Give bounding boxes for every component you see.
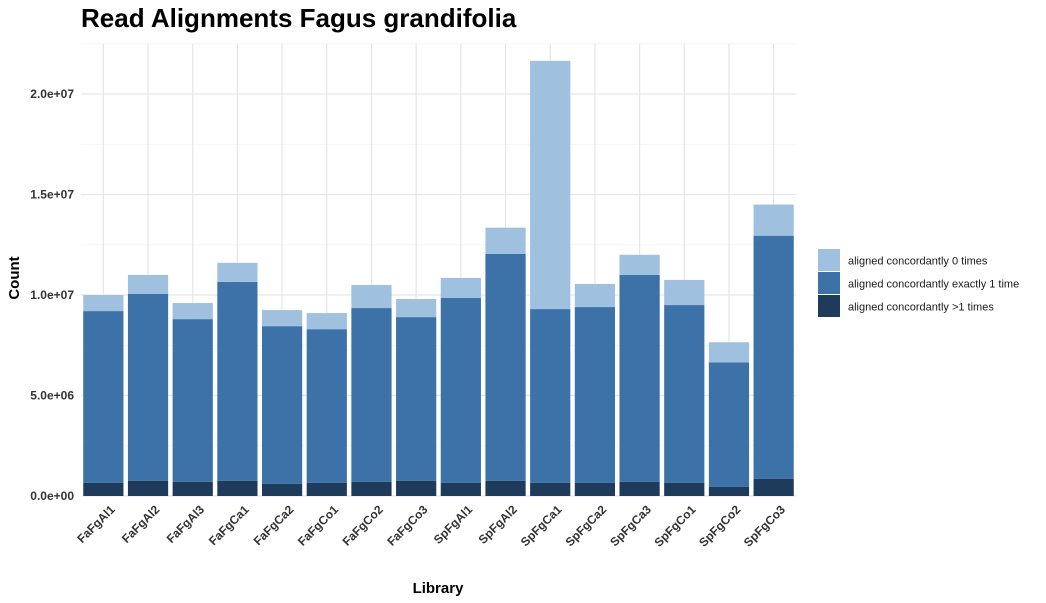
bar-segment-fafgco2-aligned-concordantly-exactly-1-time [351,308,392,482]
bar-segment-fafgco1-aligned-concordantly-1-times [306,482,347,496]
bar-segment-spfgco1-aligned-concordantly-0-times [664,279,705,306]
bar-segment-fafgca2-aligned-concordantly-0-times [261,310,303,327]
bar-segment-fafgca1-aligned-concordantly-1-times [217,480,258,496]
x-tick-label: FaFgAl2 [119,502,163,546]
bar-segment-fafgco1-aligned-concordantly-exactly-1-time [306,329,347,483]
bar-segment-fafgco3-aligned-concordantly-1-times [396,480,437,496]
bars-layer [83,60,794,496]
legend-label: aligned concordantly >1 times [848,302,994,314]
bar-segment-fafgco1-aligned-concordantly-0-times [306,313,347,330]
y-tick-label: 1.5e+07 [30,188,74,202]
bar-segment-fafgco3-aligned-concordantly-0-times [396,299,437,318]
bar-segment-spfgco1-aligned-concordantly-1-times [664,482,705,496]
bar-segment-fafgca2-aligned-concordantly-exactly-1-time [261,326,303,484]
bar-segment-spfgco3-aligned-concordantly-1-times [753,478,794,496]
chart-title: Read Alignments Fagus grandifolia [81,3,517,33]
x-tick-label: SpFgCa3 [607,502,654,549]
bar-segment-fafgco3-aligned-concordantly-exactly-1-time [396,317,437,481]
x-tick-label: SpFgCa1 [518,502,565,549]
x-tick-label: FaFgAl3 [164,502,208,546]
legend-swatch [818,295,840,317]
bar-segment-fafgal1-aligned-concordantly-0-times [83,295,124,312]
bar-segment-spfgco1-aligned-concordantly-exactly-1-time [664,305,705,483]
bar-segment-spfgal2-aligned-concordantly-0-times [485,227,526,254]
bar-segment-spfgca2-aligned-concordantly-exactly-1-time [574,307,616,483]
bar-segment-spfgal1-aligned-concordantly-exactly-1-time [440,298,481,483]
bar-segment-fafgca2-aligned-concordantly-1-times [261,483,303,496]
bar-segment-spfgca1-aligned-concordantly-1-times [530,482,571,496]
x-tick-labels: FaFgAl1 FaFgAl2 FaFgAl3FaFgCa1FaFgCa2FaFgC… [74,502,788,549]
y-tick-label: 0.0e+00 [30,489,74,503]
legend-label: aligned concordantly exactly 1 time [848,279,1019,291]
x-tick-label: SpFgAl2 [476,502,521,547]
legend-swatch [818,249,840,271]
x-tick-label: FaFgCo2 [340,502,386,548]
legend-label: aligned concordantly 0 times [848,256,988,268]
bar-segment-fafgco2-aligned-concordantly-0-times [351,284,392,309]
y-tick-label: 2.0e+07 [30,87,74,101]
bar-segment-fafgal3-aligned-concordantly-exactly-1-time [172,319,213,482]
bar-segment-fafgal2-aligned-concordantly-1-times [127,480,169,496]
bar-segment-spfgco3-aligned-concordantly-exactly-1-time [753,235,794,479]
bar-segment-fafgal2-aligned-concordantly-exactly-1-time [127,293,169,481]
x-tick-label: FaFgCo1 [295,502,341,548]
bar-segment-spfgco2-aligned-concordantly-1-times [708,486,750,496]
bar-segment-spfgca2-aligned-concordantly-1-times [574,482,616,496]
bar-segment-spfgca3-aligned-concordantly-exactly-1-time [619,274,660,482]
bar-segment-fafgal3-aligned-concordantly-1-times [172,481,213,496]
x-tick-label: FaFgCa1 [206,502,252,548]
bar-segment-fafgca1-aligned-concordantly-0-times [217,262,258,282]
x-tick-label: SpFgCa2 [563,502,610,549]
bar-segment-spfgco2-aligned-concordantly-0-times [708,342,750,363]
bar-segment-fafgal1-aligned-concordantly-exactly-1-time [83,311,124,483]
bar-segment-spfgco2-aligned-concordantly-exactly-1-time [708,362,750,487]
bar-segment-spfgca3-aligned-concordantly-1-times [619,481,660,496]
x-tick-label: FaFgCa2 [251,502,297,548]
y-tick-label: 1.0e+07 [30,288,74,302]
y-axis-title: Count [6,256,23,299]
bar-segment-spfgca3-aligned-concordantly-0-times [619,254,660,275]
bar-segment-fafgal3-aligned-concordantly-0-times [172,303,213,320]
x-tick-label: SpFgCo2 [696,502,743,549]
bar-segment-spfgco3-aligned-concordantly-0-times [753,204,794,236]
x-tick-label: SpFgCo3 [741,502,788,549]
x-axis-title: Library [413,580,465,597]
bar-segment-spfgca1-aligned-concordantly-exactly-1-time [530,309,571,483]
x-tick-label: FaFgCo3 [384,502,430,548]
bar-segment-spfgal1-aligned-concordantly-1-times [440,482,481,496]
x-tick-label: SpFgCo1 [651,502,698,549]
bar-segment-fafgal1-aligned-concordantly-1-times [83,482,124,496]
y-tick-label: 5.0e+06 [30,389,74,403]
bar-segment-spfgal2-aligned-concordantly-exactly-1-time [485,253,526,481]
legend: aligned concordantly 0 times aligned conc… [818,249,1019,317]
x-tick-label: SpFgAl1 [431,502,476,547]
bar-segment-fafgco2-aligned-concordantly-1-times [351,481,392,496]
bar-segment-spfgca2-aligned-concordantly-0-times [574,283,616,308]
bar-segment-spfgca1-aligned-concordantly-0-times [530,60,571,310]
y-tick-labels: 0.0e+00 5.0e+06 1.0e+07 1.5e+07 2.0e+07 [30,87,74,503]
x-tick-label: FaFgAl1 [74,502,118,546]
bar-segment-spfgal2-aligned-concordantly-1-times [485,480,526,496]
bar-segment-fafgal2-aligned-concordantly-0-times [127,274,169,294]
bar-segment-spfgal1-aligned-concordantly-0-times [440,277,481,299]
legend-swatch [818,272,840,294]
bar-segment-fafgca1-aligned-concordantly-exactly-1-time [217,281,258,481]
